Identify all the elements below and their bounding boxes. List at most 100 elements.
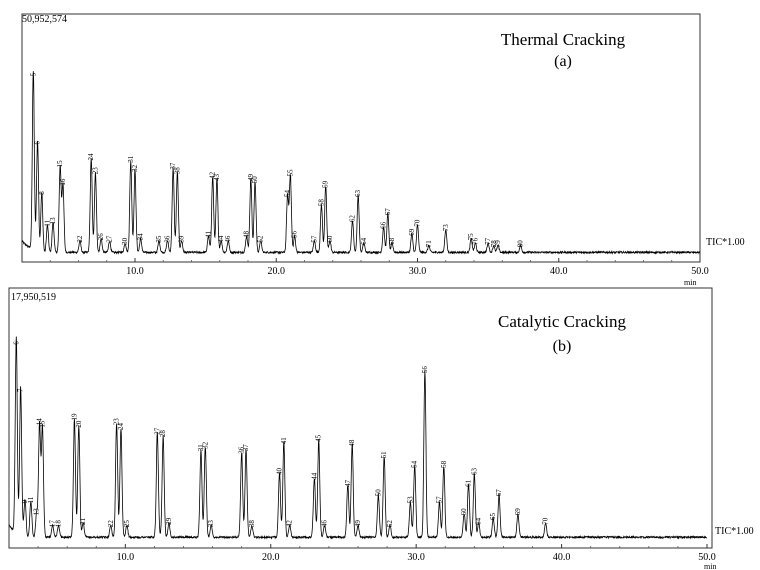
peak-label: 60	[460, 508, 468, 516]
x-tick-label: 50.0	[691, 266, 709, 277]
peak-label: 6	[12, 341, 20, 345]
peak-label: 37	[169, 162, 177, 170]
peak-label: 52	[386, 520, 394, 528]
x-tick-label: 40.0	[550, 266, 568, 277]
peak-label: 69	[514, 508, 522, 516]
peak-label: 63	[354, 190, 362, 198]
peak-label: 65	[489, 513, 497, 521]
peak-label: 37	[242, 444, 250, 452]
peak-label: 75	[467, 233, 475, 241]
peak-label: 71	[425, 240, 433, 248]
peak-label: 76	[471, 237, 479, 245]
panel-thermal-cracking: 50,952,574 Thermal Cracking (a) 56811131…	[21, 13, 745, 287]
x-tick-label: 20.0	[262, 552, 280, 563]
peak-label: 32	[131, 164, 139, 172]
peak-label: 38	[173, 167, 181, 175]
peak-label: 22	[76, 235, 84, 243]
peak-label: 39	[178, 235, 186, 243]
peak-label: 44	[310, 472, 318, 480]
peak-label: 9	[21, 499, 29, 503]
peak-label: 49	[354, 520, 362, 528]
peak-label: 59	[322, 180, 330, 188]
peak-label: 58	[317, 199, 325, 207]
peak-label: 54	[284, 190, 292, 198]
peak-label: 20	[75, 420, 83, 428]
peak-label: 33	[207, 520, 215, 528]
x-tick-label: 30.0	[409, 266, 427, 277]
peak-label: 6	[34, 141, 42, 145]
tic-trace	[21, 71, 701, 255]
peak-label: 67	[384, 208, 392, 216]
trace-label: TIC*1.00	[715, 526, 754, 537]
peak-label: 68	[388, 237, 396, 245]
peak-label: 70	[414, 219, 422, 227]
peak-label: 78	[490, 240, 498, 248]
peak-label: 14	[36, 418, 44, 426]
peak-label: 62	[349, 215, 357, 223]
peak-label: 5	[29, 72, 37, 76]
peak-label: 13	[49, 217, 57, 225]
peak-label: 8	[38, 191, 46, 195]
peak-label: 80	[517, 240, 525, 248]
peak-label: 56	[421, 366, 429, 374]
peak-label: 52	[257, 235, 265, 243]
peak-label: 25	[123, 520, 131, 528]
peak-label: 64	[475, 517, 483, 525]
peak-label: 64	[360, 237, 368, 245]
peak-label: 48	[243, 231, 251, 239]
x-axis-ticks: 10.0 20.0 30.0 40.0 50.0	[49, 258, 709, 277]
peak-label: 54	[411, 460, 419, 468]
panel-catalytic-cracking: 17,950,519 Catalytic Cracking (b) 6 7 911 1…	[8, 287, 754, 570]
peak-label: 51	[380, 451, 388, 459]
peak-label: 57	[435, 496, 443, 504]
x-tick-label: 40.0	[553, 552, 571, 563]
peak-label: 31	[197, 444, 205, 452]
peak-label: 61	[465, 479, 473, 487]
peak-label: 13	[33, 508, 41, 516]
x-tick-label: 10.0	[126, 266, 144, 277]
panel-subtitle: (a)	[554, 53, 572, 70]
peak-label: 46	[321, 520, 329, 528]
peak-label: 42	[209, 171, 217, 179]
tic-trace	[8, 336, 708, 540]
panel-subtitle: (b)	[553, 338, 572, 355]
peak-label: 41	[280, 437, 288, 445]
x-axis-unit-label: min	[704, 562, 716, 570]
peak-label: 49	[247, 174, 255, 181]
trace-label: TIC*1.00	[706, 237, 745, 248]
peak-label: 32	[201, 441, 209, 449]
peak-label: 29	[165, 517, 173, 525]
peak-label: 50	[251, 176, 259, 184]
peak-label: 15	[56, 160, 64, 168]
peak-label: 24	[87, 153, 95, 161]
peak-label: 11	[27, 496, 35, 503]
peak-label: 69	[408, 228, 416, 236]
peak-label: 57	[310, 235, 318, 243]
max-intensity-label: 17,950,519	[11, 292, 56, 303]
peak-label: 40	[276, 468, 284, 476]
peak-label: 16	[59, 178, 67, 186]
peak-label: 55	[286, 169, 294, 177]
peak-label: 50	[374, 489, 382, 497]
peak-label: 56	[291, 231, 299, 239]
peak-label: 15	[38, 420, 46, 428]
peak-label: 41	[204, 231, 212, 239]
panel-title: Thermal Cracking	[501, 30, 626, 49]
peak-label: 47	[344, 479, 352, 487]
peak-label: 30	[121, 237, 129, 245]
peak-label: 79	[494, 240, 502, 248]
peak-label: 17	[49, 520, 57, 528]
peak-label: 7	[17, 388, 25, 392]
peak-label: 48	[348, 439, 356, 447]
max-intensity-label: 50,952,574	[22, 14, 67, 25]
peak-label: 19	[70, 413, 78, 421]
x-tick-label: 20.0	[268, 266, 286, 277]
peak-label: 44	[217, 235, 225, 243]
panel-title: Catalytic Cracking	[498, 312, 626, 331]
peak-label: 26	[97, 233, 105, 241]
peak-label: 45	[315, 434, 323, 442]
peak-label: 34	[137, 233, 145, 241]
